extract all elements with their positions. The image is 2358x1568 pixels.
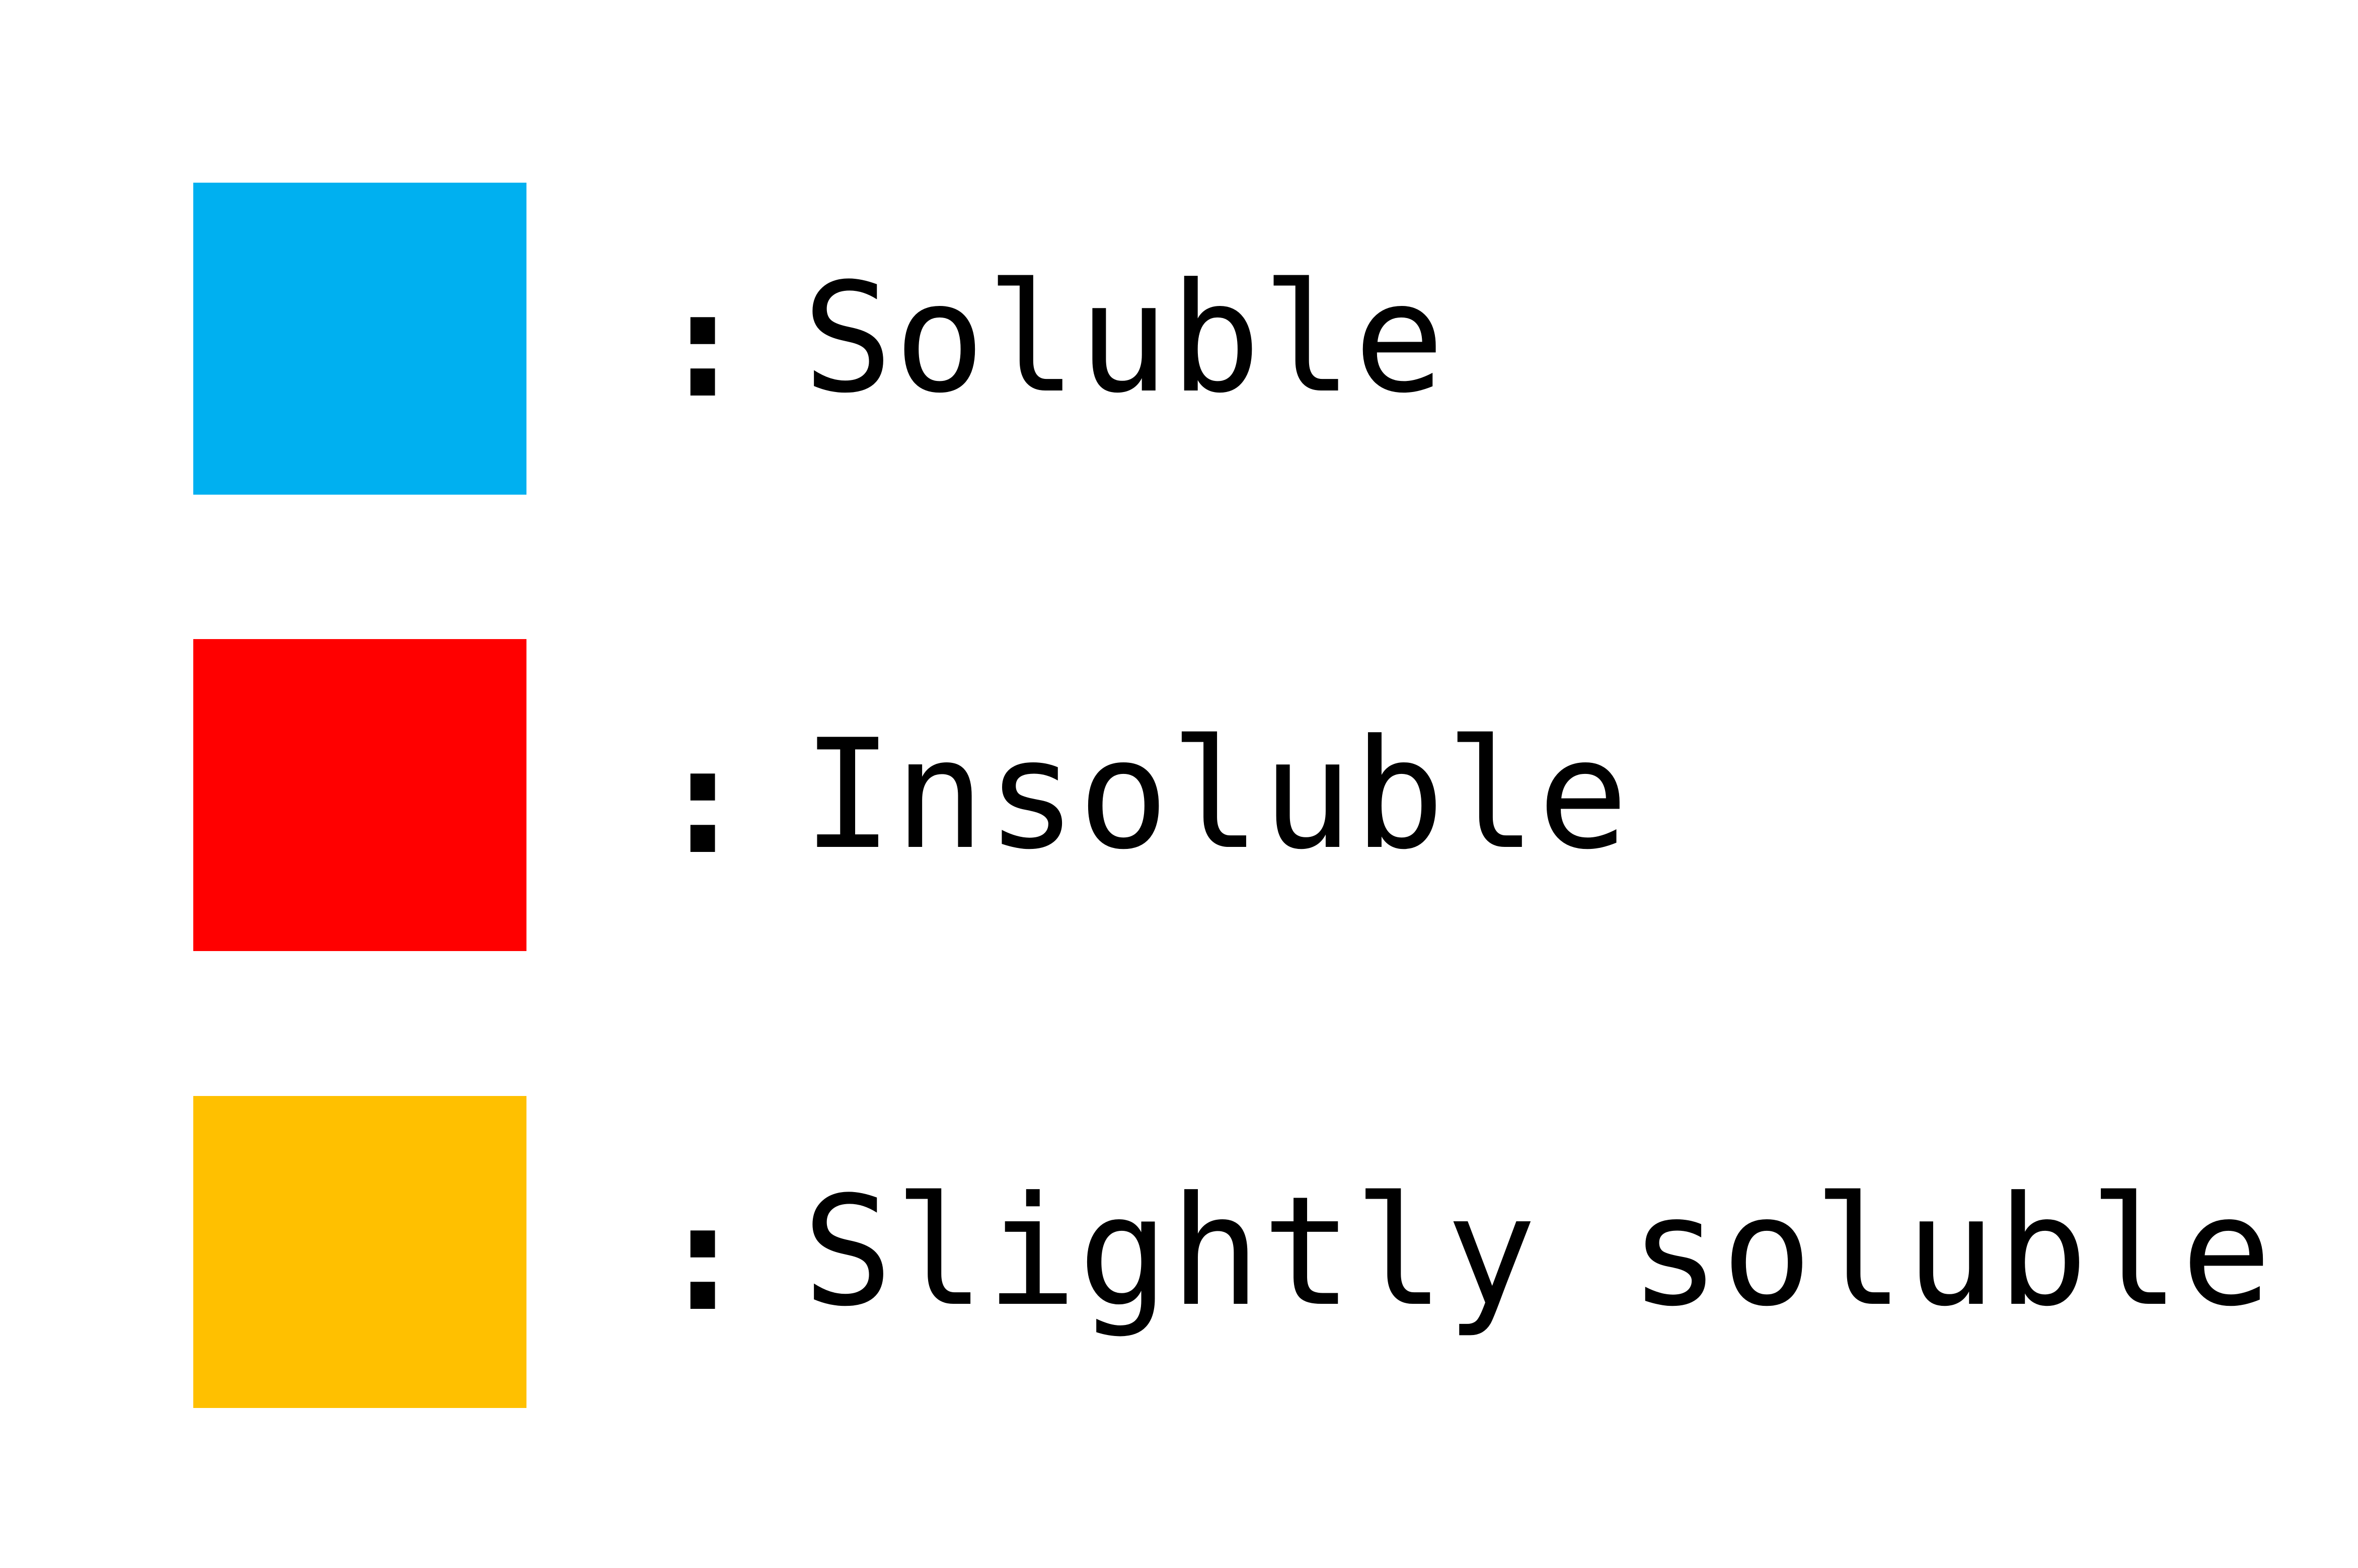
legend-swatch-slightly-soluble [193,1096,526,1408]
legend-separator: : [657,712,748,888]
legend-swatch-insoluble [193,639,526,951]
legend-swatch-soluble [193,183,526,495]
legend-label-soluble: Soluble [802,251,1446,426]
legend-item-soluble: : Soluble [193,183,2257,495]
legend-item-insoluble: : Insoluble [193,639,2257,951]
legend-separator: : [657,1169,748,1345]
legend-separator: : [657,256,748,431]
legend-label-insoluble: Insoluble [802,707,1630,883]
legend-item-slightly-soluble: : Slightly soluble [193,1096,2272,1408]
legend-label-slightly-soluble: Slightly soluble [802,1164,2273,1340]
